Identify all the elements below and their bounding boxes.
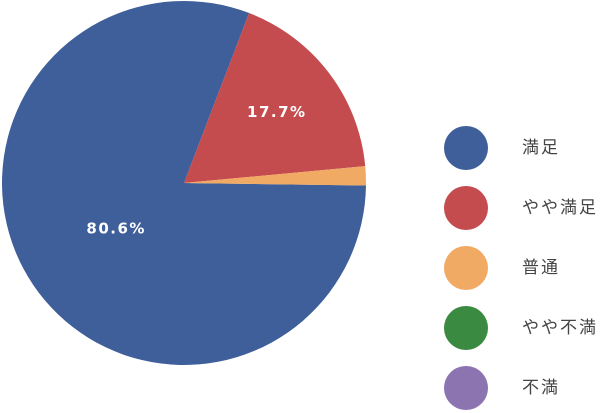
legend-marker bbox=[444, 306, 488, 350]
value-label: 80.6% bbox=[86, 219, 146, 237]
legend-marker bbox=[444, 366, 488, 410]
legend-marker bbox=[444, 126, 488, 170]
value-label: 17.7% bbox=[247, 103, 307, 121]
pie-slice bbox=[184, 13, 366, 183]
legend-label: やや満足 bbox=[522, 198, 598, 218]
legend-label: やや不満 bbox=[522, 318, 598, 338]
legend-marker bbox=[444, 246, 488, 290]
legend-label: 満足 bbox=[522, 138, 560, 158]
pie-slice bbox=[184, 166, 366, 186]
legend-marker bbox=[444, 186, 488, 230]
legend-label: 不満 bbox=[522, 378, 560, 398]
legend-label: 普通 bbox=[522, 258, 560, 278]
pie-slice bbox=[2, 1, 366, 365]
